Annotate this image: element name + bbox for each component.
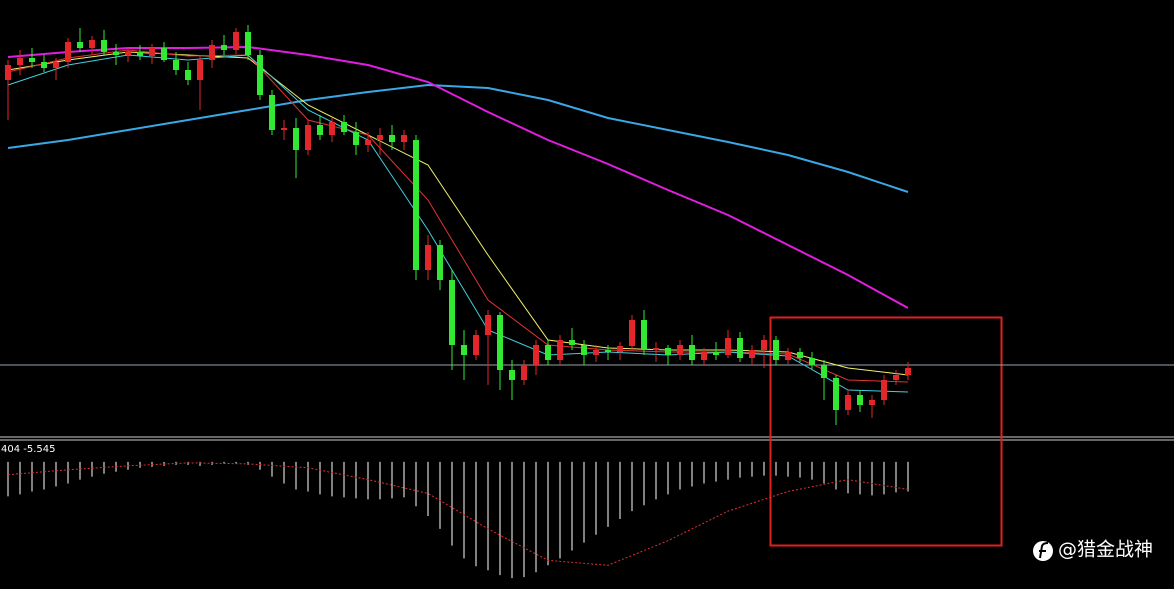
candle-body [473, 335, 479, 355]
candle-body [857, 395, 863, 405]
candle-body [185, 70, 191, 80]
candle-body [497, 315, 503, 370]
candle-body [221, 45, 227, 50]
candle-body [101, 40, 107, 52]
moving-average [7, 54, 909, 393]
candle-body [149, 48, 155, 56]
candle-body [665, 348, 671, 355]
candle-body [521, 365, 527, 380]
moving-average [7, 45, 909, 309]
candle-body [617, 346, 623, 352]
candle-body [713, 352, 719, 355]
macd-signal [7, 462, 909, 566]
candle-body [233, 32, 239, 50]
candle-body [17, 58, 23, 65]
candle-body [893, 375, 899, 380]
candle-body [137, 52, 143, 56]
highlight-box [769, 316, 1003, 547]
candle-body [821, 365, 827, 378]
candle-body [209, 45, 215, 60]
candle-body [905, 368, 911, 375]
candle-body [833, 378, 839, 410]
candle-body [869, 400, 875, 405]
candle-body [425, 245, 431, 270]
candle-body [509, 370, 515, 380]
candle-body [629, 320, 635, 346]
candle-body [365, 140, 371, 145]
candle-body [113, 52, 119, 55]
candle-body [593, 350, 599, 355]
candle-body [641, 320, 647, 350]
candle-body [257, 55, 263, 95]
candle-body [401, 135, 407, 142]
candle-body [245, 32, 251, 55]
candle-body [377, 135, 383, 140]
candle-body [29, 58, 35, 62]
candle-body [545, 345, 551, 360]
candle-body [413, 140, 419, 270]
candle-body [89, 40, 95, 48]
candle-body [281, 128, 287, 130]
candle-body [125, 52, 131, 55]
candle-body [533, 345, 539, 365]
moving-average [7, 83, 909, 193]
candle-body [5, 65, 11, 80]
candle-body [653, 348, 659, 350]
candle-body [569, 340, 575, 345]
candle-body [605, 350, 611, 352]
macd-label: 404 -5.545 [1, 444, 56, 455]
candle-body [437, 245, 443, 280]
candle-body [269, 95, 275, 130]
candle-body [353, 132, 359, 145]
candle-body [173, 60, 179, 70]
candle-body [197, 60, 203, 80]
candle-body [53, 62, 59, 68]
candle-body [449, 280, 455, 345]
candle-body [293, 128, 299, 150]
candle-body [389, 135, 395, 142]
candle-body [317, 125, 323, 135]
watermark-icon [1033, 541, 1053, 561]
candle-body [161, 48, 167, 60]
candle-body [785, 352, 791, 360]
candle-body [749, 350, 755, 358]
candle-body [65, 42, 71, 62]
candle-body [341, 122, 347, 132]
candle-body [329, 122, 335, 135]
candle-body [809, 358, 815, 365]
candle-body [41, 62, 47, 68]
candle-body [557, 340, 563, 360]
candle-body [677, 345, 683, 355]
candle-body [77, 42, 83, 48]
candle-body [305, 125, 311, 150]
candle-body [581, 345, 587, 355]
candle-body [797, 352, 803, 358]
candle-body [701, 352, 707, 360]
candle-body [845, 395, 851, 410]
candle-body [881, 380, 887, 400]
watermark: @猎金战神 [1058, 539, 1153, 561]
candle-body [737, 338, 743, 358]
moving-average [7, 51, 909, 376]
candle-body [689, 345, 695, 360]
candle-body [461, 345, 467, 355]
candle-body [725, 338, 731, 355]
candle-body [761, 340, 767, 350]
candle-body [773, 340, 779, 360]
moving-average [7, 49, 909, 383]
candle-body [485, 315, 491, 335]
